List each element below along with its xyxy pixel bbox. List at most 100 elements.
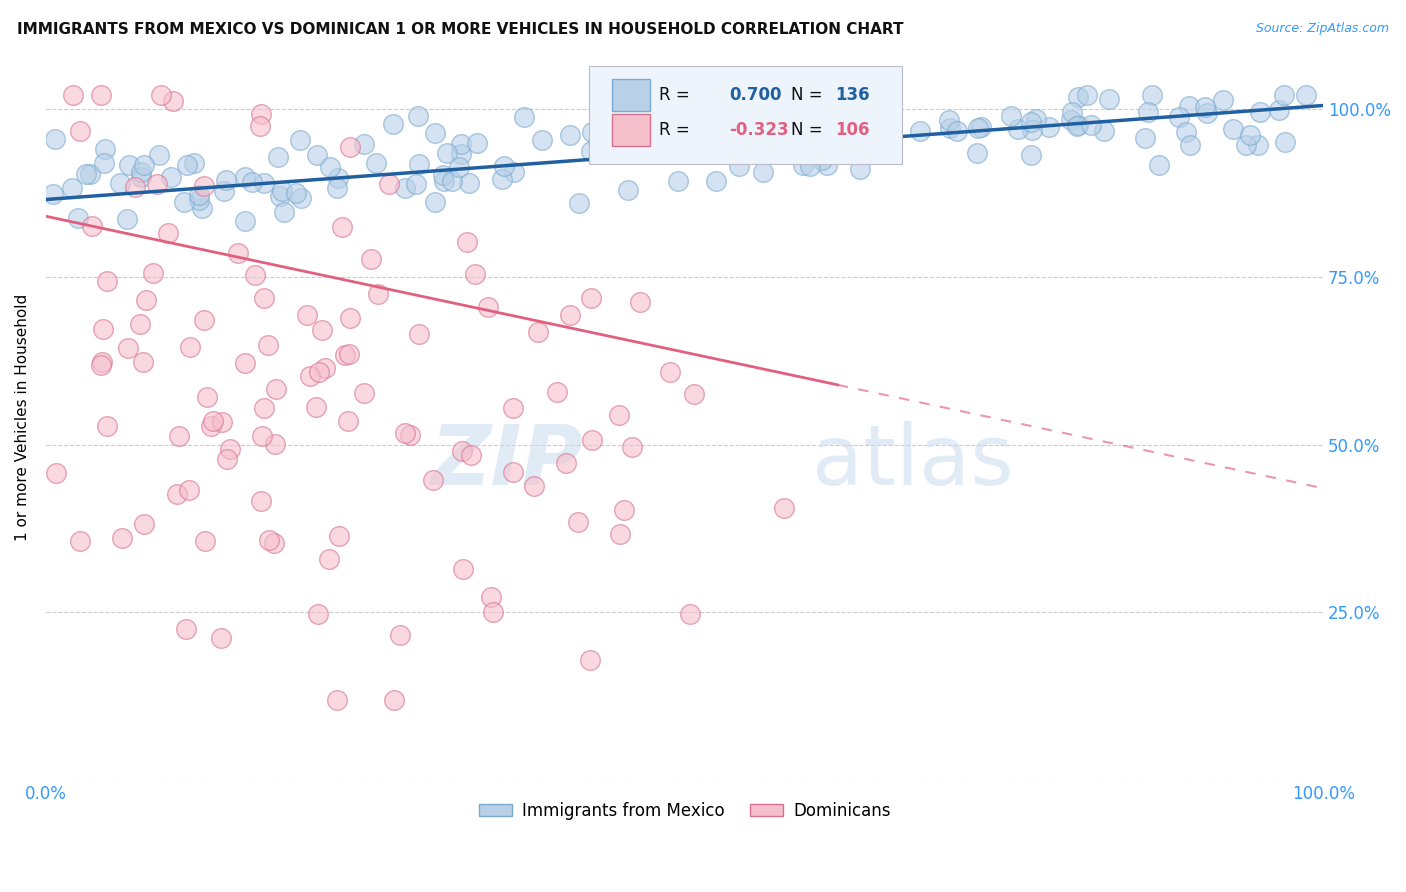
Point (195, 390, 218, 404)
Point (1092, 124, 1115, 138)
Point (253, 401, 276, 415)
Point (558, 128, 581, 143)
Point (353, 385, 375, 400)
Text: R =: R = (659, 120, 695, 139)
Point (339, 310, 361, 325)
Point (451, 444, 474, 458)
Point (339, 139, 361, 153)
Point (1135, 131, 1157, 145)
Point (93, 156, 115, 170)
Point (946, 124, 969, 138)
Point (1178, 98, 1201, 112)
Point (267, 150, 290, 164)
Point (288, 133, 311, 147)
Point (1007, 122, 1029, 136)
Point (1272, 88, 1295, 103)
Point (1212, 94, 1234, 108)
Point (209, 631, 232, 645)
Text: ZIP: ZIP (430, 421, 582, 501)
Point (367, 287, 389, 301)
Point (333, 347, 356, 361)
Point (156, 226, 179, 240)
Point (388, 628, 411, 642)
Point (328, 529, 350, 543)
Point (659, 365, 682, 379)
Point (699, 136, 721, 151)
Point (908, 123, 931, 137)
Point (75, 167, 97, 181)
Point (568, 196, 591, 211)
Point (44, 131, 66, 145)
Point (330, 220, 353, 235)
Point (704, 174, 727, 188)
Point (844, 88, 866, 103)
Point (799, 137, 821, 152)
Point (91, 322, 114, 336)
Point (728, 159, 751, 173)
Point (129, 165, 152, 179)
Legend: Immigrants from Mexico, Dominicans: Immigrants from Mexico, Dominicans (472, 795, 897, 826)
Point (1080, 119, 1102, 133)
Point (240, 175, 263, 189)
Point (132, 516, 155, 531)
Point (183, 156, 205, 170)
Point (481, 605, 503, 619)
Point (531, 133, 554, 147)
Point (939, 120, 962, 135)
Point (200, 418, 222, 433)
Point (423, 195, 446, 210)
Point (773, 501, 796, 516)
Point (191, 201, 214, 215)
Text: N =: N = (790, 120, 828, 139)
Point (581, 144, 603, 158)
Point (1174, 125, 1197, 139)
Point (1168, 110, 1191, 124)
Point (173, 194, 195, 209)
Point (451, 562, 474, 576)
Point (966, 145, 988, 160)
Point (638, 136, 661, 151)
Point (233, 170, 256, 185)
Point (67, 211, 90, 226)
Point (162, 95, 184, 109)
Point (124, 180, 146, 194)
Point (252, 291, 274, 305)
Point (257, 338, 280, 352)
Point (117, 341, 139, 355)
Point (527, 325, 550, 339)
Point (193, 312, 215, 326)
Point (381, 117, 404, 131)
Point (513, 110, 536, 124)
Point (394, 180, 416, 194)
Text: N =: N = (790, 86, 828, 104)
Point (318, 552, 340, 566)
Point (250, 429, 273, 443)
Point (405, 178, 427, 192)
Point (194, 533, 217, 548)
Point (613, 503, 636, 517)
Point (502, 165, 524, 179)
Point (1222, 122, 1244, 136)
Point (408, 327, 430, 342)
Point (460, 448, 482, 462)
Point (579, 653, 602, 667)
Point (295, 308, 318, 322)
Point (441, 174, 464, 188)
Point (382, 692, 405, 706)
Point (249, 119, 271, 133)
Point (174, 623, 197, 637)
Point (290, 191, 312, 205)
Point (394, 425, 416, 440)
Point (581, 125, 603, 139)
Point (307, 148, 329, 162)
Point (118, 158, 141, 172)
Point (581, 433, 603, 447)
Point (96, 274, 118, 288)
Point (96, 418, 118, 433)
Point (45, 467, 67, 481)
Point (1197, 105, 1219, 120)
Point (212, 184, 235, 198)
Text: 0.700: 0.700 (730, 86, 782, 104)
Point (146, 177, 169, 191)
Point (115, 211, 138, 226)
